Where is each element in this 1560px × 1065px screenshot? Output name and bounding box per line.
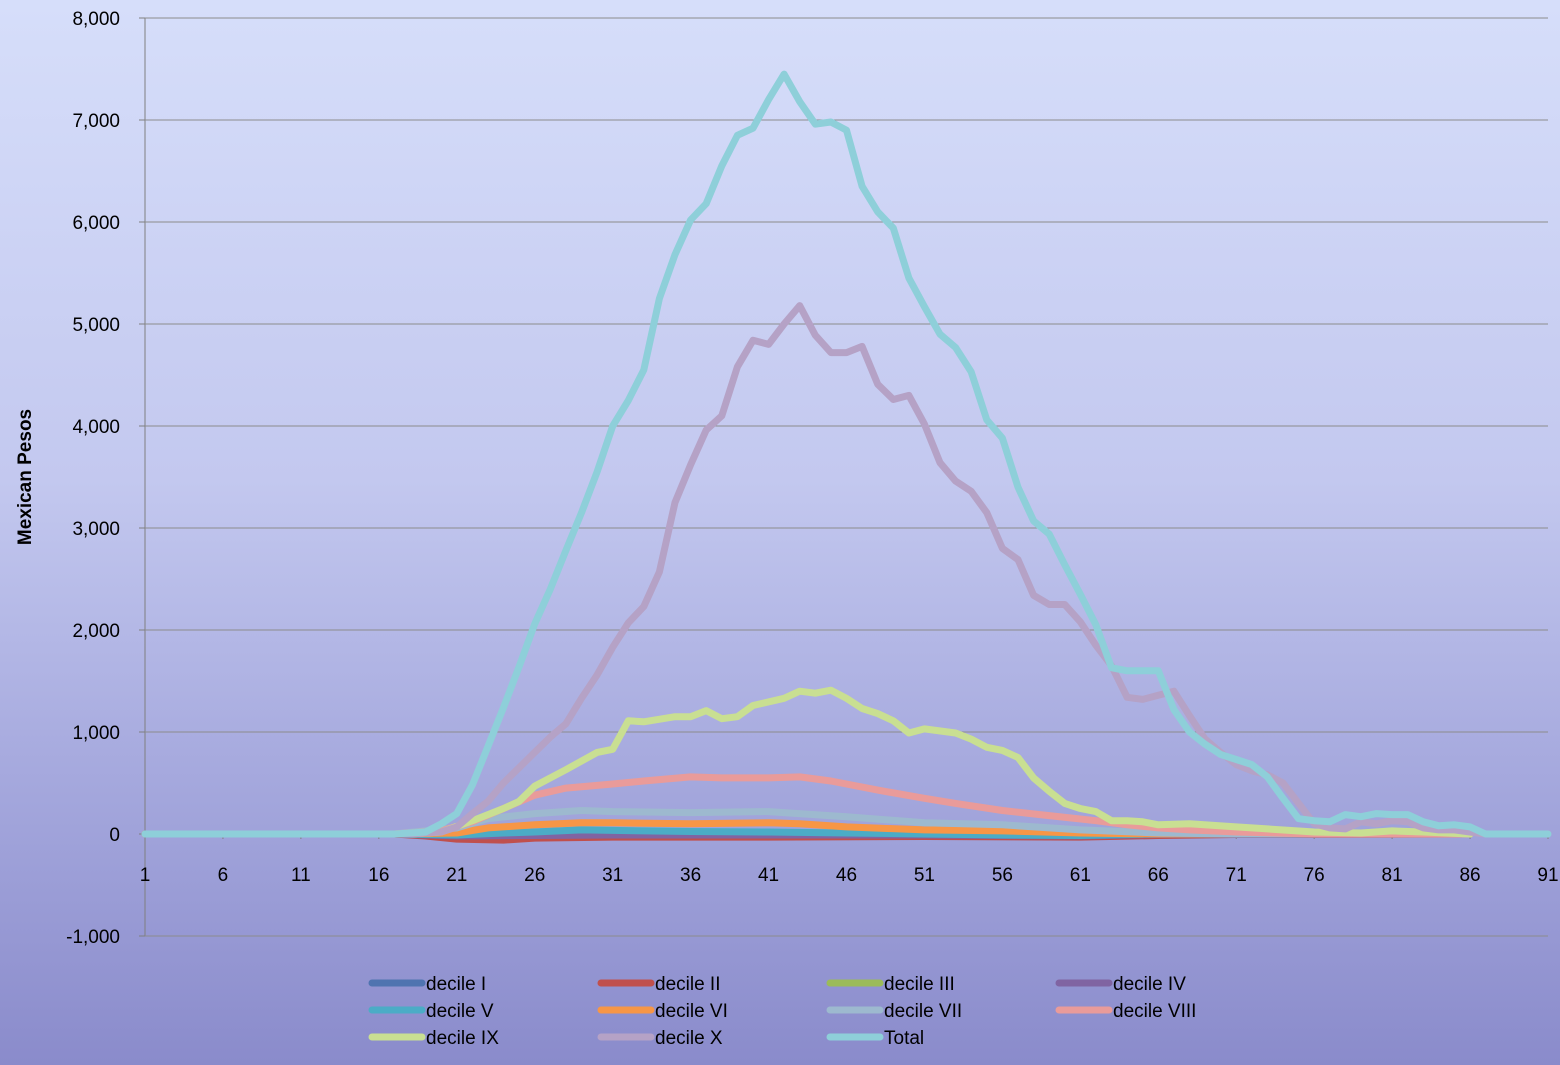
legend: decile I decile II decile III decile IV deci… [368,974,1196,1049]
x-tick-label: 36 [680,865,701,886]
y-tick-label: 0 [109,825,120,846]
x-tick-label: 6 [218,865,229,886]
x-tick-label: 71 [1226,865,1247,886]
x-tick-label: 56 [992,865,1013,886]
legend-label: decile VI [655,1001,728,1022]
x-tick-label: 26 [524,865,545,886]
x-tick-label: 16 [368,865,389,886]
y-axis-ticks: -1,000 0 1,000 2,000 3,000 4,000 5,000 6,000 7,0… [66,9,145,948]
x-tick-label: 31 [602,865,623,886]
y-tick-label: -1,000 [66,927,120,948]
y-tick-label: 7,000 [72,111,120,132]
x-tick-label: 61 [1070,865,1091,886]
legend-label: decile VII [884,1001,962,1022]
legend-item-decile-x: decile X [597,1028,723,1049]
x-tick-label: 66 [1148,865,1169,886]
x-tick-label: 1 [140,865,151,886]
legend-item-decile-iii: decile III [826,974,955,995]
legend-item-decile-iv: decile IV [1055,974,1186,995]
legend-label: decile IV [1113,974,1186,995]
legend-label: decile V [426,1001,494,1022]
x-tick-label: 51 [914,865,935,886]
legend-label: decile I [426,974,486,995]
y-tick-label: 5,000 [72,315,120,336]
legend-item-decile-v: decile V [368,1001,494,1022]
series-lines [141,70,1552,844]
legend-label: decile III [884,974,955,995]
x-tick-label: 81 [1382,865,1403,886]
legend-label: Total [884,1028,924,1049]
series-line-decile-x [141,302,1552,838]
legend-label: decile IX [426,1028,499,1049]
legend-item-decile-i: decile I [368,974,486,995]
gridlines [145,17,1548,937]
legend-item-decile-ii: decile II [597,974,720,995]
legend-label: decile X [655,1028,723,1049]
series-line-total [141,70,1552,838]
x-tick-label: 86 [1459,865,1480,886]
y-tick-label: 4,000 [72,417,120,438]
y-tick-label: 8,000 [72,9,120,30]
legend-item-decile-vii: decile VII [826,1001,962,1022]
x-tick-label: 21 [446,865,467,886]
legend-item-total: Total [826,1028,924,1049]
x-tick-label: 46 [836,865,857,886]
legend-label: decile VIII [1113,1001,1196,1022]
y-tick-label: 6,000 [72,213,120,234]
x-tick-label: 11 [291,865,311,886]
legend-item-decile-vi: decile VI [597,1001,728,1022]
y-axis-label: Mexican Pesos [15,409,36,545]
legend-item-decile-ix: decile IX [368,1028,499,1049]
series-line-decile-ix [141,686,1474,838]
x-tick-label: 91 [1537,865,1558,886]
legend-label: decile II [655,974,720,995]
legend-item-decile-viii: decile VIII [1055,1001,1196,1022]
y-tick-label: 2,000 [72,621,120,642]
y-tick-label: 1,000 [72,723,120,744]
y-tick-label: 3,000 [72,519,120,540]
x-axis-ticks: 1 6 11 16 21 26 31 36 41 46 51 56 61 66 71 76 81 86 91 [140,834,1559,886]
x-tick-label: 76 [1304,865,1325,886]
x-tick-label: 41 [758,865,779,886]
